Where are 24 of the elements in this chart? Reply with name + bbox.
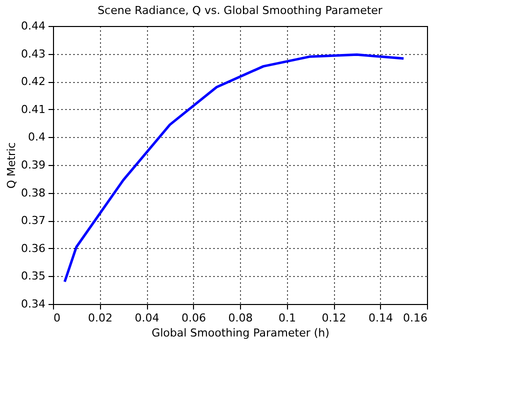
x-tick-label: 0.06 — [182, 312, 206, 324]
x-tick-label: 0.12 — [322, 312, 346, 324]
y-tick-label: 0.44 — [21, 20, 46, 32]
x-tick-label: 0.14 — [368, 312, 393, 324]
x-tick-label: 0.08 — [228, 312, 253, 324]
x-tick-label: 0.02 — [88, 312, 112, 324]
y-tick-label: 0.35 — [21, 270, 46, 283]
y-tick-label: 0.4 — [28, 130, 46, 144]
y-tick-label: 0.37 — [21, 214, 46, 228]
x-tick-label: 0.1 — [278, 312, 296, 324]
y-tick-label: 0.36 — [21, 242, 46, 255]
y-tick-label: 0.43 — [21, 47, 46, 60]
y-axis-title: Q Metric — [5, 142, 18, 189]
y-tick-label: 0.38 — [21, 186, 46, 200]
line-series — [63, 53, 405, 284]
y-tick-label: 0.41 — [21, 102, 46, 116]
x-tick-label: 0 — [54, 312, 60, 324]
x-axis-title: Global Smoothing Parameter (h) — [152, 326, 330, 340]
y-tick-label: 0.34 — [21, 298, 46, 310]
x-tick-label: 0.16 — [403, 312, 428, 324]
x-tick-label: 0.04 — [134, 312, 160, 324]
y-tick-label: 0.42 — [21, 75, 46, 88]
y-tick-label: 0.39 — [21, 158, 46, 172]
chart-title: Scene Radiance, Q vs. Global Smoothing Parameter — [98, 4, 383, 17]
